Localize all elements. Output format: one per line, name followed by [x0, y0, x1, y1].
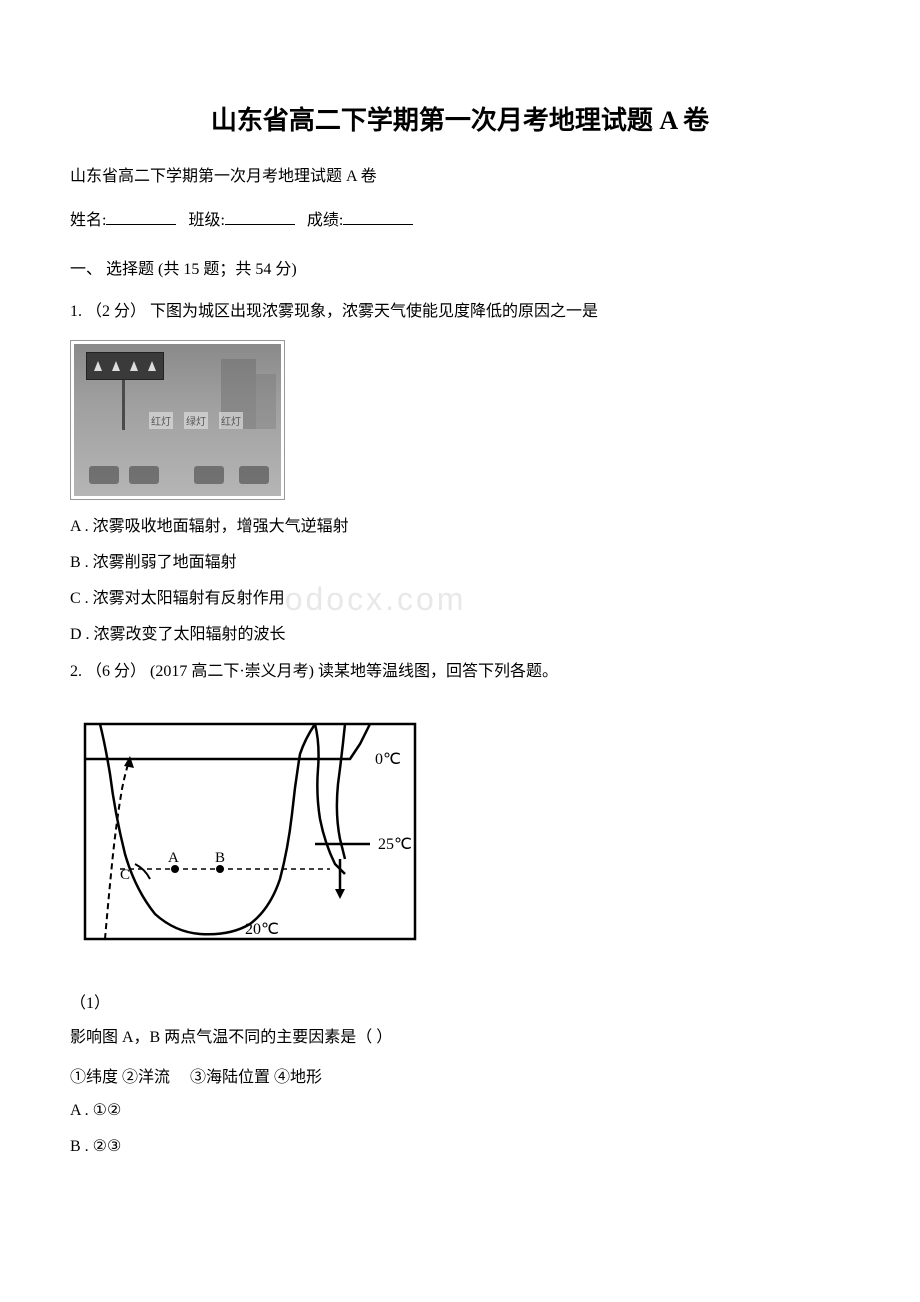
section-1-header: 一、 选择题 (共 15 题；共 54 分) — [70, 255, 850, 279]
label-c: C — [120, 867, 130, 883]
page-title: 山东省高二下学期第一次月考地理试题 A 卷 — [70, 100, 850, 137]
question-2-text: 2. （6 分） (2017 高二下·崇义月考) 读某地等温线图，回答下列各题。 — [70, 659, 850, 685]
label-b: B — [215, 850, 225, 866]
traffic-sign-icon — [86, 352, 164, 380]
q2-option-a: A . ①② — [70, 1099, 850, 1123]
q2-sub1-text: 影响图 A，B 两点气温不同的主要因素是（ ） — [70, 1025, 850, 1051]
light-label-2: 绿灯 — [184, 412, 208, 429]
q1-option-b: B . 浓雾削弱了地面辐射 — [70, 551, 850, 575]
light-label-3: 红灯 — [219, 412, 243, 429]
question-1-text: 1. （2 分） 下图为城区出现浓雾现象，浓雾天气使能见度降低的原因之一是 — [70, 299, 850, 325]
label-20c: 20℃ — [245, 921, 279, 938]
class-label: 班级: — [188, 212, 224, 229]
q2-sub1: （1） — [70, 989, 850, 1013]
name-label: 姓名: — [70, 212, 106, 229]
q1-option-d: D . 浓雾改变了太阳辐射的波长 — [70, 623, 850, 647]
question-2-image: 0℃ 25℃ A B C 20℃ — [70, 699, 850, 974]
q1-option-c: C . 浓雾对太阳辐射有反射作用 odocx.com — [70, 587, 285, 611]
watermark-text: odocx.com — [285, 575, 467, 623]
label-25c: 25℃ — [378, 836, 412, 853]
label-a: A — [168, 850, 179, 866]
question-1-image: 红灯 绿灯 红灯 — [70, 340, 850, 500]
q2-option-b: B . ②③ — [70, 1135, 850, 1159]
q1-option-a: A . 浓雾吸收地面辐射，增强大气逆辐射 — [70, 515, 850, 539]
form-line: 姓名: 班级: 成绩: — [70, 206, 850, 230]
light-label-1: 红灯 — [149, 412, 173, 429]
q1-option-c-text: C . 浓雾对太阳辐射有反射作用 — [70, 590, 285, 607]
subtitle: 山东省高二下学期第一次月考地理试题 A 卷 — [70, 162, 850, 186]
label-0c: 0℃ — [375, 751, 401, 768]
score-label: 成绩: — [307, 212, 343, 229]
q2-factors: ①纬度 ②洋流 ③海陆位置 ④地形 — [70, 1063, 850, 1087]
